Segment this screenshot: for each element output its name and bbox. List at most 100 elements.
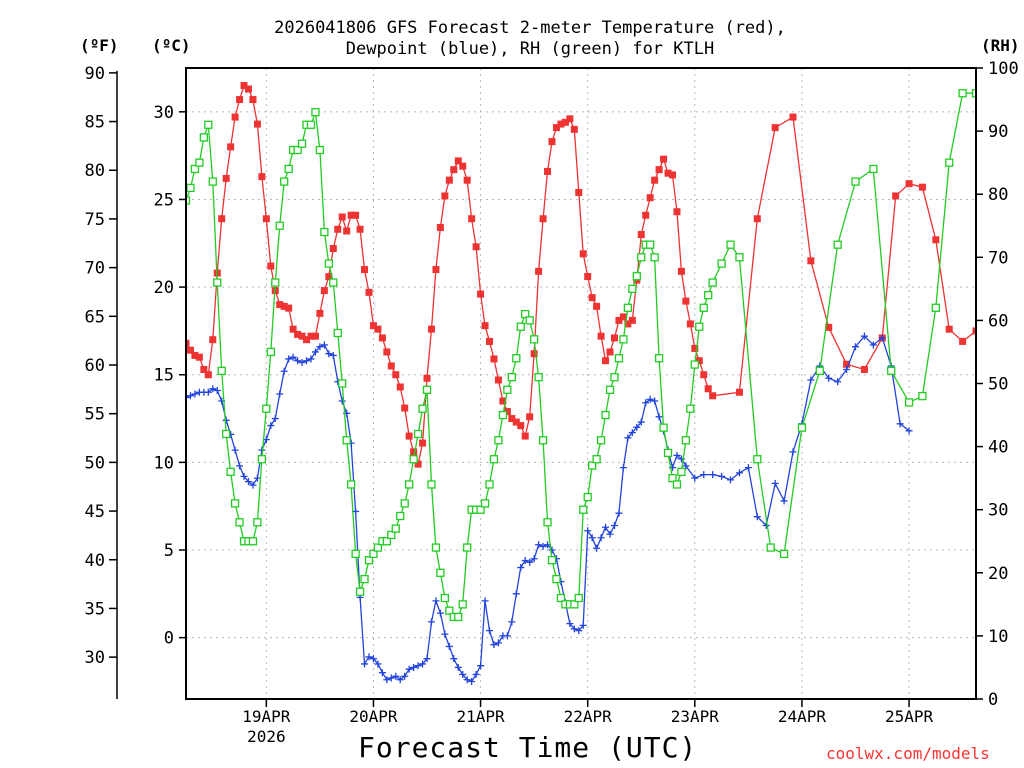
rh-point [699, 303, 708, 312]
2-meter-temperature-point [892, 192, 900, 200]
2-meter-temperature-point [338, 213, 346, 221]
grid-lines [186, 68, 976, 699]
dewpoint-point [521, 557, 529, 565]
rh-point [596, 436, 606, 445]
2-meter-temperature-point [664, 169, 672, 177]
2-meter-temperature-point [401, 404, 409, 412]
dewpoint-point [325, 350, 333, 358]
rh-point [338, 379, 347, 388]
dewpoint-point [459, 670, 467, 678]
rh-point [708, 278, 717, 287]
rh-point [199, 133, 209, 142]
dewpoint-point [535, 541, 543, 549]
fahrenheit-tick-label: 30 [85, 648, 105, 668]
dewpoint-point [628, 429, 636, 437]
rh-tick-label: 70 [988, 248, 1008, 268]
rh-tick-label: 80 [988, 185, 1008, 205]
2-meter-temperature-point [499, 397, 507, 405]
rh-point [262, 404, 271, 413]
celsius-tick-label: 25 [154, 190, 174, 210]
2-meter-temperature-point [860, 365, 868, 373]
rh-unit-label: (RH) [981, 36, 1020, 55]
2-meter-temperature-point [436, 224, 444, 232]
dewpoint-point [450, 655, 458, 663]
rh-point [681, 436, 691, 445]
dewpoint-point [860, 332, 868, 340]
2-meter-temperature-point [637, 231, 645, 239]
rh-point [382, 537, 391, 546]
rh-point [525, 316, 534, 325]
rh-point [195, 158, 204, 167]
dewpoint-point [691, 474, 699, 482]
rh-point [717, 259, 726, 268]
rh-tick-label: 20 [988, 564, 1008, 584]
2-meter-temperature-point [352, 211, 360, 219]
2-meter-temperature-point [999, 84, 1006, 91]
2-meter-temperature-point [334, 225, 342, 233]
dewpoint-point [365, 653, 373, 661]
rh-point [405, 480, 414, 489]
2-meter-temperature-point [303, 336, 311, 344]
dewpoint-point [369, 655, 377, 663]
rh-point [271, 278, 280, 287]
dewpoint-point [204, 388, 212, 396]
dewpoint-point [303, 357, 311, 365]
2-meter-temperature-point [561, 118, 569, 126]
rh-point [351, 549, 360, 559]
2-meter-temperature-point [209, 336, 217, 344]
dewpoint-point [316, 343, 324, 351]
rh-point [918, 391, 927, 401]
2-meter-temperature-point [374, 325, 382, 333]
dewpoint-point [401, 672, 409, 680]
2-meter-temperature-point [494, 376, 502, 384]
rh-point [704, 291, 713, 300]
rh-point [650, 253, 659, 262]
2-meter-temperature-point [307, 332, 315, 340]
dewpoint-point [419, 660, 427, 668]
dewpoint-point [642, 399, 650, 407]
rh-point [217, 366, 226, 376]
rh-point [614, 354, 624, 363]
rh-point [958, 89, 967, 98]
dewpoint-point [606, 530, 614, 538]
2-meter-temperature-point [204, 371, 212, 379]
rh-point [458, 600, 467, 609]
dewpoint-point [619, 464, 627, 472]
rh-point [538, 436, 548, 445]
dewpoint-point [222, 416, 230, 424]
dewpoint-point [655, 413, 663, 421]
date-tick-label: 24APR [778, 707, 827, 726]
dewpoint-point [427, 618, 435, 626]
fahrenheit-tick-label: 75 [85, 210, 105, 230]
dewpoint-point [682, 462, 690, 470]
dewpoint-point [405, 665, 413, 673]
rh-point [440, 593, 450, 603]
rh-point [222, 429, 231, 439]
dewpoint-point [432, 597, 440, 605]
rh-point [668, 473, 677, 483]
2-meter-temperature-point [932, 236, 940, 244]
2-meter-temperature-point [619, 313, 627, 321]
2-meter-temperature-line [186, 84, 976, 467]
2-meter-temperature-point [454, 157, 462, 165]
dewpoint-point [905, 427, 913, 435]
2-meter-temperature-point [365, 288, 373, 296]
dewpoint-point [468, 677, 476, 685]
rh-point [315, 145, 325, 155]
date-tick-label: 19APR [242, 707, 291, 726]
dewpoint-point [593, 544, 601, 552]
dewpoint-point [294, 357, 302, 365]
dewpoint-point [423, 655, 431, 663]
dewpoint-point [271, 415, 279, 423]
rh-point [904, 398, 914, 407]
fahrenheit-tick-label: 40 [85, 551, 105, 571]
2-meter-temperature-point [566, 115, 574, 123]
2-meter-temperature-point [602, 357, 610, 365]
2-meter-temperature-point [579, 250, 587, 258]
rh-point [266, 347, 275, 357]
date-tick-label: 23APR [671, 707, 720, 726]
2-meter-temperature-point [986, 238, 993, 245]
2-meter-temperature-point [677, 267, 685, 275]
plot-area [186, 82, 1006, 685]
